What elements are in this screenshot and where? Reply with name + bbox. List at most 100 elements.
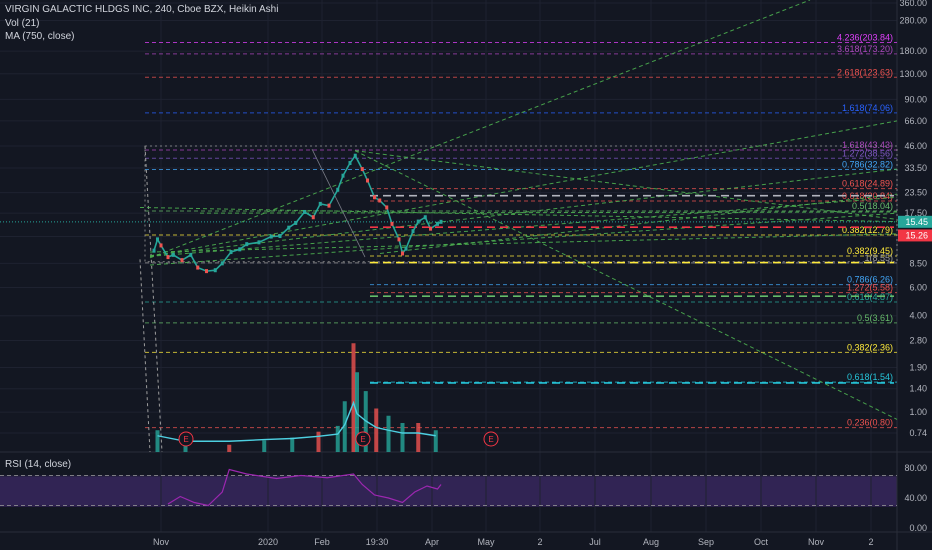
fib-level-label: 3.618(173.20) [837, 44, 893, 54]
volume-bar [351, 343, 356, 452]
fib-level-label: 1.618(74.06) [842, 103, 893, 113]
volume-bar [335, 425, 340, 452]
price-tick-label: 4.00 [909, 311, 927, 321]
pitchfork-line [311, 148, 366, 258]
price-candle [436, 221, 439, 226]
price-candle [353, 153, 357, 158]
volume-bar [433, 430, 438, 452]
fib-level-label: 0.382(2.36) [847, 342, 893, 352]
price-candle [278, 233, 282, 238]
price-candle [404, 246, 408, 251]
time-tick-label: 2 [537, 537, 542, 547]
volume-bar [374, 408, 379, 452]
fib-level-label: 0.786(32.82) [842, 159, 893, 169]
price-tick-label: 360.00 [899, 0, 927, 8]
price-candle [205, 269, 208, 274]
fib-box [144, 145, 898, 263]
rsi-tick-label: 0.00 [909, 523, 927, 533]
legend-rsi: RSI (14, close) [5, 459, 72, 470]
volume-bar [342, 401, 347, 452]
price-candle [341, 173, 345, 178]
last-price-badge [898, 215, 932, 228]
time-tick-label: 2 [868, 537, 873, 547]
fib-level-label: 0.618(1.54) [847, 372, 893, 382]
price-candle [294, 220, 298, 225]
rsi-tick-label: 40.00 [904, 493, 927, 503]
fib-level-label: 0.382(12.79) [842, 225, 893, 235]
price-candle [423, 215, 427, 220]
fib-level-label: 1.618(43.43) [842, 140, 893, 150]
fib-level-label: 0.618(4.87) [847, 292, 893, 302]
price-tick-label: 90.00 [904, 94, 927, 104]
rsi-line [167, 468, 442, 507]
price-candle [245, 242, 249, 247]
price-candle [318, 201, 322, 206]
fib-level-label: 0.618(24.89) [842, 179, 893, 189]
legend-moving-average: MA (750, close) [5, 31, 75, 42]
trend-line [149, 212, 898, 266]
price-tick-label: 2.80 [909, 336, 927, 346]
price-tick-label: 46.00 [904, 141, 927, 151]
price-candle [166, 255, 170, 260]
fib-level-label: 0.5(18.04) [852, 201, 893, 211]
price-tick-label: 8.50 [909, 258, 927, 268]
time-tick-label: Sep [698, 537, 714, 547]
earnings-circle [483, 431, 499, 447]
time-tick-label: 19:30 [366, 537, 389, 547]
price-candle [401, 251, 404, 256]
price-candle [311, 215, 315, 220]
volume-bar [386, 415, 391, 452]
time-tick-label: Nov [153, 537, 170, 547]
price-candle [196, 265, 200, 270]
price-tick-label: 1.00 [909, 407, 927, 417]
ma-price-label: 15.26 [905, 230, 928, 240]
ma-price-badge [898, 229, 932, 242]
earnings-label: E [488, 435, 493, 444]
volume-bar [227, 444, 232, 452]
time-tick-label: Apr [425, 537, 439, 547]
price-candle [303, 209, 306, 214]
trend-line [149, 168, 898, 257]
fib-level-label: 0.382(9.45) [847, 246, 893, 256]
price-candle [348, 161, 352, 166]
trend-line [149, 0, 811, 259]
legend-volume: Vol (21) [5, 18, 40, 29]
last-price-label: 15.45 [905, 217, 928, 227]
earnings-label: E [360, 435, 365, 444]
price-candle [360, 167, 364, 172]
volume-bar [155, 430, 160, 452]
earnings-circle [355, 431, 371, 447]
price-candle [152, 248, 156, 253]
earnings-marker: E [483, 431, 499, 447]
price-tick-label: 17.50 [904, 208, 927, 218]
price-candle [287, 225, 291, 230]
trend-line [149, 233, 898, 253]
price-candle [336, 187, 340, 192]
price-candle [156, 237, 159, 242]
time-tick-label: Jul [589, 537, 601, 547]
price-candle [159, 243, 163, 248]
price-candle [171, 252, 175, 257]
price-candle [366, 178, 369, 183]
price-tick-label: 180.00 [899, 46, 927, 56]
trend-line [354, 150, 898, 220]
earnings-circle [178, 431, 194, 447]
time-tick-label: Nov [808, 537, 825, 547]
rsi-tick-label: 80.00 [904, 463, 927, 473]
time-tick-label: Aug [643, 537, 659, 547]
earnings-marker: E [355, 431, 371, 447]
price-candle [257, 240, 261, 245]
time-tick-label: Feb [314, 537, 330, 547]
volume-bar [316, 431, 321, 452]
fib-level-label: 0.236(0.80) [847, 418, 893, 428]
time-tick-label: May [477, 537, 495, 547]
trend-line [354, 150, 898, 420]
price-candle [269, 234, 273, 239]
fib-boundary-line [139, 259, 151, 453]
price-candle [390, 221, 394, 226]
price-candle [411, 229, 415, 234]
price-tick-label: 66.00 [904, 116, 927, 126]
legend-symbol: VIRGIN GALACTIC HLDGS INC, 240, Cboe BZX… [5, 4, 279, 15]
